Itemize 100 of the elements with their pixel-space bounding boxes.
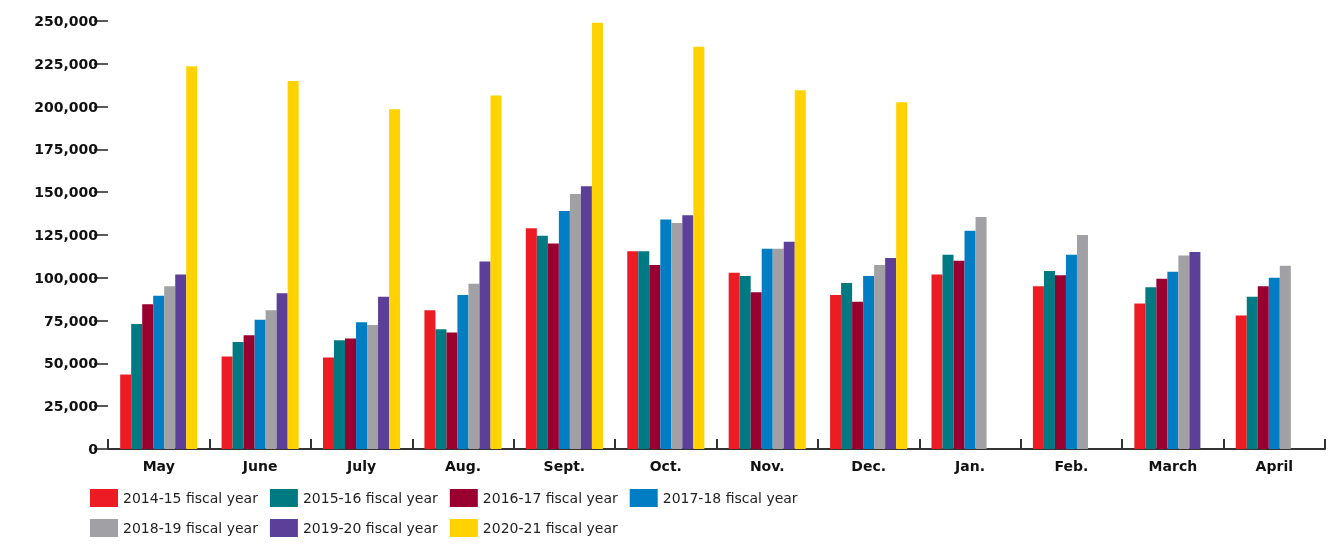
bar — [468, 283, 480, 449]
bar — [389, 109, 401, 449]
bar — [1235, 315, 1247, 449]
y-tick-label: 75,000 — [43, 312, 99, 329]
bar — [1246, 296, 1258, 449]
bar — [356, 322, 368, 449]
bar — [1178, 255, 1190, 449]
bar — [435, 329, 447, 449]
bar — [265, 310, 277, 449]
bar — [627, 251, 639, 449]
bar — [323, 357, 335, 449]
bar — [591, 22, 603, 449]
x-tick-label: March — [1148, 458, 1198, 474]
bar — [457, 294, 469, 449]
bar — [232, 342, 244, 449]
bar — [931, 274, 943, 449]
x-tick-label: Oct. — [649, 458, 682, 474]
bar — [547, 243, 559, 449]
bar — [186, 66, 198, 449]
bar — [345, 338, 357, 449]
bar — [446, 332, 458, 449]
bar — [671, 223, 683, 449]
bar — [142, 304, 154, 449]
bar — [660, 219, 672, 449]
bar — [852, 301, 864, 449]
bar — [682, 215, 694, 449]
bar — [885, 258, 897, 449]
x-tick-label: April — [1255, 458, 1293, 474]
bar — [783, 241, 795, 449]
bar — [536, 235, 548, 449]
bar — [942, 254, 954, 449]
bar — [1076, 235, 1088, 449]
y-tick-label: 150,000 — [34, 184, 99, 201]
bar — [728, 272, 740, 449]
bar — [334, 340, 346, 449]
x-tick-label: May — [142, 458, 175, 474]
bar — [221, 356, 233, 449]
bar — [580, 186, 592, 449]
bar — [638, 251, 650, 449]
bar — [490, 95, 502, 449]
bar — [1189, 252, 1201, 449]
x-tick-label: Nov. — [749, 458, 785, 474]
bar — [1043, 270, 1055, 449]
x-tick-label: Sept. — [543, 458, 586, 474]
bar — [525, 228, 537, 449]
bar — [953, 260, 965, 449]
bar — [424, 310, 436, 449]
x-tick-label: June — [241, 458, 278, 474]
bar — [1279, 265, 1291, 449]
bar — [243, 335, 255, 449]
legend-label: 2018-19 fiscal year — [123, 520, 259, 536]
bar — [569, 193, 581, 449]
legend-label: 2020-21 fiscal year — [482, 520, 618, 536]
bar — [367, 324, 379, 449]
bar — [287, 80, 299, 449]
bar — [153, 295, 165, 449]
y-tick-label: 25,000 — [43, 398, 99, 415]
bar — [693, 46, 705, 449]
bar — [479, 261, 491, 449]
bar — [649, 264, 661, 449]
bar — [1257, 286, 1269, 449]
y-tick-label: 225,000 — [34, 55, 99, 72]
legend-label: 2016-17 fiscal year — [482, 490, 618, 506]
bar — [1134, 303, 1146, 449]
y-tick-label: 125,000 — [34, 227, 99, 243]
y-tick-label: 200,000 — [34, 98, 99, 115]
bar — [131, 324, 143, 449]
y-tick-label: 50,000 — [43, 355, 99, 372]
bar — [1268, 277, 1280, 449]
bar — [378, 296, 390, 449]
bar — [558, 211, 570, 449]
bar — [830, 294, 842, 449]
legend-label: 2015-16 fiscal year — [302, 490, 439, 506]
bar — [120, 374, 132, 449]
y-tick-label: 100,000 — [34, 269, 99, 286]
x-tick-label: Aug. — [444, 458, 482, 474]
y-tick-label: 250,000 — [34, 13, 99, 29]
x-tick-label: Feb. — [1054, 458, 1089, 474]
bar — [276, 293, 288, 449]
bar — [1032, 286, 1044, 449]
legend-label: 2017-18 fiscal year — [662, 490, 798, 506]
legend-label: 2019-20 fiscal year — [302, 520, 439, 536]
bar — [975, 217, 987, 449]
bar — [739, 276, 751, 449]
y-tick-label: 0 — [88, 441, 99, 457]
bar — [874, 264, 886, 449]
bar — [896, 102, 908, 449]
bar — [772, 248, 784, 449]
bar — [1145, 287, 1157, 449]
x-tick-label: Dec. — [851, 458, 886, 474]
bar — [1054, 275, 1066, 449]
legend-label: 2014-15 fiscal year — [123, 490, 259, 506]
bar — [964, 230, 976, 449]
bar — [794, 90, 806, 449]
bar — [1065, 254, 1077, 449]
bar — [164, 286, 176, 449]
bar — [750, 292, 762, 449]
bar — [1167, 271, 1179, 449]
x-tick-label: Jan. — [954, 458, 986, 474]
y-tick-label: 175,000 — [34, 141, 99, 158]
